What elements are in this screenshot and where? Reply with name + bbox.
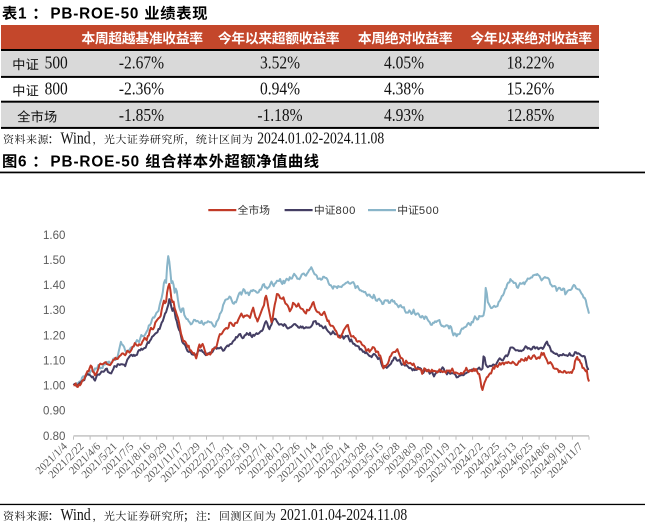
svg-text:-2.67%: -2.67% bbox=[119, 53, 164, 73]
svg-text:2021.01.04-2024.11.08: 2021.01.04-2024.11.08 bbox=[280, 505, 407, 524]
svg-text:-1.18%: -1.18% bbox=[257, 105, 302, 125]
svg-text:6: 6 bbox=[18, 154, 28, 171]
svg-text:1.00: 1.00 bbox=[43, 381, 65, 393]
svg-text:800: 800 bbox=[336, 205, 356, 217]
svg-text:1.60: 1.60 bbox=[43, 230, 65, 242]
svg-text:PB-ROE-50: PB-ROE-50 bbox=[50, 154, 140, 171]
svg-text:1.40: 1.40 bbox=[43, 280, 65, 292]
svg-text:1.30: 1.30 bbox=[43, 305, 65, 317]
svg-text:800: 800 bbox=[45, 79, 68, 99]
svg-text:1: 1 bbox=[18, 6, 28, 23]
svg-text:0.90: 0.90 bbox=[43, 406, 65, 418]
svg-text:4.38%: 4.38% bbox=[384, 79, 424, 99]
svg-text:1.50: 1.50 bbox=[43, 255, 65, 267]
svg-text:3.52%: 3.52% bbox=[260, 53, 300, 73]
svg-text:18.22%: 18.22% bbox=[507, 53, 555, 73]
svg-text:Wind: Wind bbox=[61, 128, 92, 147]
svg-text:-2.36%: -2.36% bbox=[119, 79, 164, 99]
svg-text:Wind: Wind bbox=[61, 505, 92, 524]
svg-text:12.85%: 12.85% bbox=[507, 105, 555, 125]
svg-text:1.20: 1.20 bbox=[43, 330, 65, 342]
svg-text:0.94%: 0.94% bbox=[260, 79, 300, 99]
svg-text:0.80: 0.80 bbox=[43, 431, 65, 443]
svg-text:PB-ROE-50: PB-ROE-50 bbox=[50, 6, 139, 23]
svg-text:4.05%: 4.05% bbox=[384, 53, 424, 73]
svg-text:500: 500 bbox=[45, 53, 68, 73]
svg-text:4.93%: 4.93% bbox=[384, 105, 424, 125]
svg-text:1.10: 1.10 bbox=[43, 355, 65, 367]
svg-text:-1.85%: -1.85% bbox=[119, 105, 164, 125]
svg-text:15.26%: 15.26% bbox=[507, 79, 555, 99]
svg-text:500: 500 bbox=[419, 205, 439, 217]
svg-text:2024.01.02-2024.11.08: 2024.01.02-2024.11.08 bbox=[257, 128, 384, 147]
